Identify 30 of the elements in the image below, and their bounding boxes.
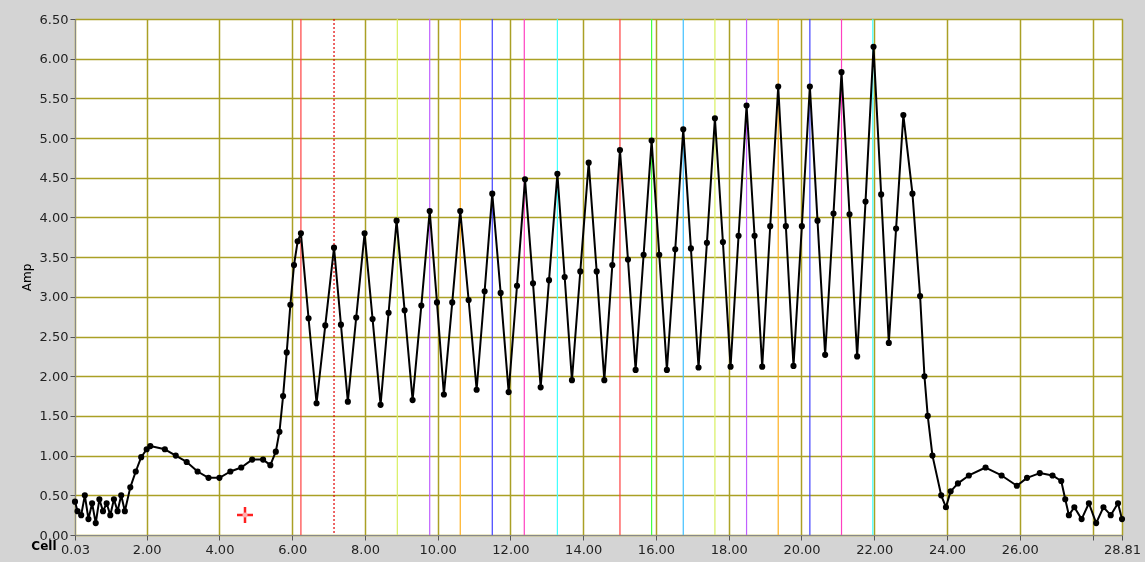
x-axis-title: Cell (31, 538, 57, 553)
y-tick-label: 2.00 (39, 368, 69, 384)
x-tick-label: 10.00 (419, 541, 457, 557)
x-tick-label: 28.81 (1103, 541, 1142, 557)
x-tick-label: 12.00 (492, 541, 530, 557)
y-tick-label: 5.50 (39, 90, 69, 106)
x-tick-label: 2.00 (132, 541, 162, 557)
x-tick-label: 20.00 (783, 541, 821, 557)
x-tick-label: 18.00 (710, 541, 748, 557)
y-tick-label: 4.00 (39, 209, 69, 225)
y-tick-label: 5.00 (39, 130, 69, 146)
y-tick-label: 1.50 (39, 408, 69, 424)
y-tick-label: 6.00 (39, 51, 69, 67)
x-tick-label: 8.00 (350, 541, 380, 557)
y-tick-label: 4.50 (39, 170, 69, 186)
x-tick-label: 4.00 (205, 541, 235, 557)
y-tick-label: 0.50 (39, 487, 69, 503)
x-tick-label: 14.00 (565, 541, 603, 557)
y-tick-label: 6.50 (39, 11, 69, 27)
y-tick-label: 3.50 (39, 249, 69, 265)
x-tick-label: 0.03 (61, 541, 90, 557)
x-tick-label: 6.00 (278, 541, 308, 557)
y-axis-title: Amp (19, 263, 34, 292)
x-tick-label: 26.00 (1001, 541, 1039, 557)
y-tick-label: 1.00 (39, 448, 69, 464)
x-tick-label: 16.00 (637, 541, 676, 557)
x-tick-label: 22.00 (856, 541, 894, 557)
y-tick-label: 2.50 (39, 329, 69, 345)
y-tick-label: 3.00 (39, 289, 69, 305)
x-tick-label: 24.00 (928, 541, 967, 557)
